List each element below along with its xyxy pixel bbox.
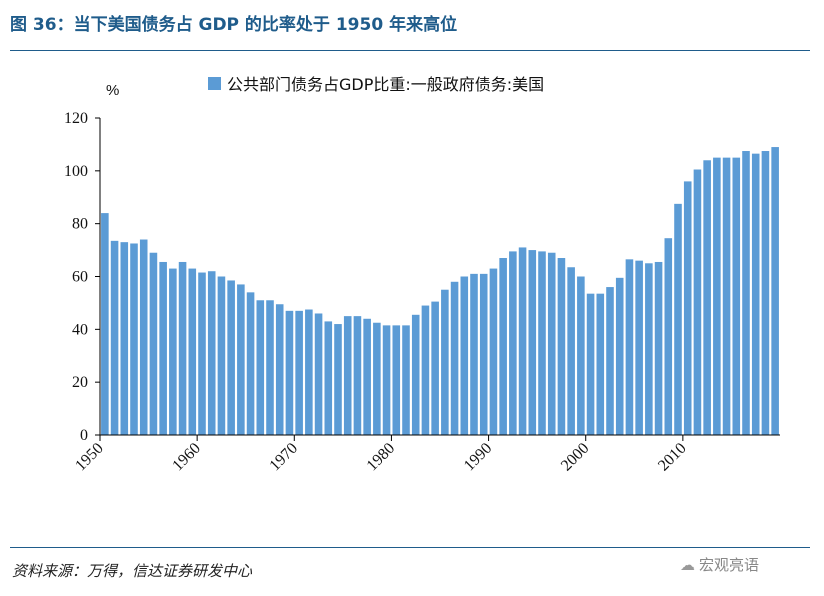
bar-1955 [149, 252, 158, 435]
bar-1984 [431, 301, 439, 435]
bar-2003 [615, 277, 624, 435]
bar-2008 [664, 238, 673, 435]
bar-1980 [392, 325, 401, 435]
y-tick-label-20: 20 [72, 374, 88, 391]
bar-2013 [713, 157, 721, 436]
bar-1954 [139, 239, 148, 435]
source-note: 资料来源：万得，信达证券研发中心 [12, 562, 253, 580]
bar-1959 [188, 268, 197, 435]
x-tick-label-2010: 2010 [655, 440, 690, 475]
bar-2016 [742, 151, 750, 435]
bar-1972 [314, 313, 323, 435]
bar-1983 [421, 305, 430, 435]
bar-2014 [722, 157, 731, 436]
bar-1975 [343, 316, 352, 436]
bar-1971 [305, 309, 313, 435]
bar-1992 [509, 251, 517, 435]
x-tick-label-1970: 1970 [266, 440, 301, 475]
y-tick-label-100: 100 [64, 163, 88, 180]
bar-2015 [732, 157, 741, 436]
bar-1990 [489, 268, 498, 435]
bar-1974 [334, 324, 342, 435]
bar-1953 [130, 243, 138, 435]
bar-1981 [402, 325, 410, 435]
bar-1987 [460, 276, 469, 435]
bar-2007 [654, 261, 663, 435]
bar-1968 [275, 304, 284, 435]
bar-1977 [363, 318, 371, 435]
bar-1998 [567, 267, 575, 435]
bar-1986 [450, 281, 459, 435]
bar-1962 [217, 276, 226, 435]
bar-1965 [246, 292, 255, 435]
x-tick-label-2000: 2000 [558, 440, 593, 475]
watermark: ☁ 宏观亮语 [680, 554, 759, 575]
wechat-icon: ☁ [680, 556, 695, 574]
bar-1967 [266, 300, 274, 435]
y-tick-label-120: 120 [64, 110, 88, 127]
bar-2004 [625, 259, 634, 435]
bar-1952 [120, 242, 129, 435]
bar-2009 [674, 203, 682, 435]
bar-1966 [256, 300, 265, 435]
bar-1950 [101, 213, 109, 435]
bar-1961 [207, 271, 216, 435]
y-tick-label-60: 60 [72, 269, 88, 286]
bar-1997 [557, 258, 566, 435]
x-tick-label-1990: 1990 [461, 440, 496, 475]
bar-1985 [441, 289, 449, 435]
bar-1970 [295, 310, 303, 435]
bar-1993 [518, 247, 527, 435]
bar-1976 [353, 316, 362, 436]
bar-1960 [198, 272, 206, 435]
chart-title: 图 36：当下美国债务占 GDP 的比率处于 1950 年来高位 [10, 15, 458, 35]
bar-1958 [178, 261, 187, 435]
bar-2019 [771, 147, 779, 435]
bar-1991 [499, 258, 507, 435]
bar-2005 [635, 260, 643, 435]
bar-1969 [285, 310, 294, 435]
bar-2000 [586, 293, 595, 435]
legend-label: 公共部门债务占GDP比重:一般政府债务:美国 [227, 75, 544, 94]
x-tick-label-1950: 1950 [72, 440, 107, 475]
y-tick-label-80: 80 [72, 216, 88, 233]
y-tick-label-0: 0 [80, 427, 88, 444]
bar-2012 [703, 160, 711, 435]
bar-1951 [110, 240, 119, 435]
bar-1996 [547, 252, 556, 435]
bar-1956 [159, 261, 167, 435]
bar-1994 [528, 250, 537, 435]
bar-2017 [751, 153, 760, 435]
bar-2002 [606, 287, 614, 435]
bar-1995 [538, 251, 546, 435]
bar-2011 [693, 169, 702, 435]
bar-1982 [411, 314, 420, 435]
bar-1999 [577, 276, 585, 435]
bar-2006 [645, 263, 653, 435]
bar-1988 [470, 273, 478, 435]
y-tick-label-40: 40 [72, 321, 88, 338]
bar-1978 [373, 322, 381, 435]
bottom-divider [10, 547, 810, 548]
x-tick-label-1980: 1980 [364, 440, 399, 475]
bar-chart: 0 20 40 60 80 100 120 1950 1960 1970 1980 1990 2000 2… [64, 75, 780, 475]
watermark-label: 宏观亮语 [699, 556, 760, 574]
x-tick-label-1960: 1960 [169, 440, 204, 475]
bar-2018 [761, 151, 770, 435]
bar-1979 [382, 325, 391, 435]
top-divider [10, 50, 810, 51]
bar-1963 [227, 280, 235, 435]
bar-1964 [237, 284, 245, 435]
bar-1973 [324, 321, 333, 435]
legend-swatch [208, 77, 221, 90]
bar-1957 [169, 268, 177, 435]
bar-1989 [479, 273, 488, 435]
bar-2001 [596, 293, 605, 435]
bar-2010 [683, 181, 692, 435]
y-axis-unit: % [106, 82, 119, 99]
